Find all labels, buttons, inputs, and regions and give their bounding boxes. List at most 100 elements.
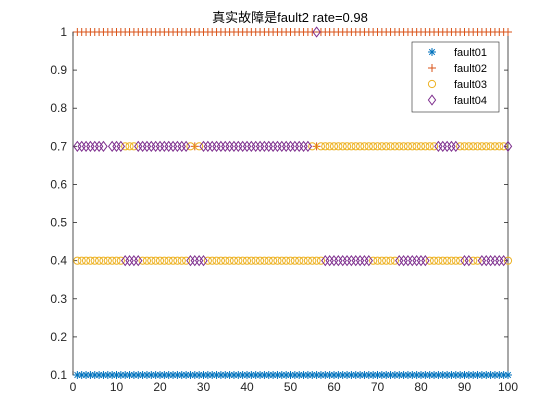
point-fault03: [273, 256, 282, 265]
x-tick-label: 100: [498, 380, 518, 394]
x-tick-label: 30: [197, 380, 211, 394]
legend-marker-fault04: [427, 94, 437, 106]
point-fault03: [182, 256, 191, 265]
point-fault03: [251, 256, 260, 265]
point-fault03: [121, 142, 130, 151]
point-fault03: [312, 256, 321, 265]
point-fault03: [116, 256, 125, 265]
point-fault03: [277, 256, 286, 265]
point-fault03: [147, 256, 156, 265]
x-tick-label: 60: [327, 380, 341, 394]
point-fault03: [286, 256, 295, 265]
x-tick-label: 20: [153, 380, 167, 394]
point-fault03: [160, 256, 169, 265]
point-fault03: [351, 142, 360, 151]
point-fault04: [99, 140, 108, 152]
point-fault03: [495, 142, 504, 151]
point-fault03: [429, 142, 439, 151]
point-fault03: [482, 142, 491, 151]
point-fault04: [499, 255, 508, 267]
point-fault03: [125, 142, 134, 151]
point-fault04: [451, 140, 461, 152]
point-fault02: [190, 142, 199, 151]
point-fault03: [447, 256, 456, 265]
point-fault04: [303, 140, 313, 152]
point-fault03: [308, 142, 317, 151]
point-fault03: [168, 256, 178, 265]
point-fault03: [490, 142, 500, 151]
series-fault01: [73, 371, 512, 379]
point-fault03: [208, 256, 217, 265]
x-tick-label: 90: [458, 380, 472, 394]
point-fault03: [477, 142, 486, 151]
point-fault03: [229, 256, 239, 265]
point-fault03: [356, 142, 365, 151]
point-fault03: [373, 256, 382, 265]
point-fault03: [364, 142, 373, 151]
point-fault03: [203, 256, 212, 265]
point-fault03: [269, 256, 278, 265]
point-fault01: [504, 371, 512, 379]
point-fault03: [438, 256, 447, 265]
point-fault03: [129, 142, 138, 151]
point-fault03: [73, 256, 82, 265]
point-fault03: [503, 256, 513, 265]
point-fault03: [316, 142, 326, 151]
x-tick-label: 10: [110, 380, 124, 394]
y-tick-label: 0.7: [50, 139, 67, 153]
point-fault03: [290, 256, 299, 265]
point-fault03: [303, 256, 312, 265]
point-fault02: [308, 28, 317, 36]
point-fault04: [181, 140, 191, 152]
point-fault03: [469, 256, 478, 265]
point-fault04: [464, 255, 474, 267]
point-fault03: [234, 256, 243, 265]
legend-marker-fault03: [427, 79, 437, 89]
point-fault04: [421, 255, 430, 267]
point-fault03: [443, 256, 452, 265]
point-fault04: [116, 140, 126, 152]
point-fault03: [386, 142, 395, 151]
axes: 0 10 20 30 40 50 60 70 80 90 100 0.1 0.2 0.3 0.4 0.5 0.6…: [50, 25, 518, 394]
point-fault03: [247, 256, 256, 265]
point-fault03: [164, 256, 173, 265]
point-fault03: [225, 256, 234, 265]
point-fault02: [312, 142, 321, 151]
y-tick-label: 0.5: [50, 216, 67, 230]
legend-label-fault04: fault04: [454, 95, 487, 107]
point-fault03: [216, 256, 225, 265]
x-tick-label: 80: [414, 380, 428, 394]
point-fault03: [142, 256, 152, 265]
point-fault03: [421, 142, 430, 151]
point-fault02: [504, 28, 512, 36]
point-fault03: [464, 142, 473, 151]
series-fault02: [73, 28, 512, 151]
point-fault03: [329, 142, 339, 151]
point-fault03: [460, 142, 469, 151]
legend-label-fault02: fault02: [454, 63, 487, 75]
point-fault03: [342, 142, 352, 151]
point-fault03: [108, 256, 117, 265]
point-fault03: [112, 256, 121, 265]
point-fault03: [416, 142, 426, 151]
legend-label-fault03: fault03: [454, 79, 487, 91]
point-fault03: [308, 256, 317, 265]
legend: fault01 fault02 fault03 fault04: [411, 41, 500, 113]
point-fault04: [134, 255, 143, 267]
point-fault03: [390, 256, 399, 265]
point-fault03: [377, 256, 386, 265]
point-fault03: [95, 256, 104, 265]
point-fault03: [151, 256, 160, 265]
point-fault03: [456, 142, 465, 151]
point-fault03: [325, 142, 334, 151]
x-tick-label: 50: [284, 380, 298, 394]
point-fault03: [177, 256, 186, 265]
point-fault03: [403, 142, 413, 151]
point-fault03: [260, 256, 269, 265]
series-fault03: [73, 142, 513, 265]
y-tick-label: 0.4: [50, 254, 67, 268]
point-fault03: [347, 142, 356, 151]
point-fault03: [155, 256, 165, 265]
point-fault03: [469, 142, 478, 151]
point-fault03: [386, 256, 395, 265]
